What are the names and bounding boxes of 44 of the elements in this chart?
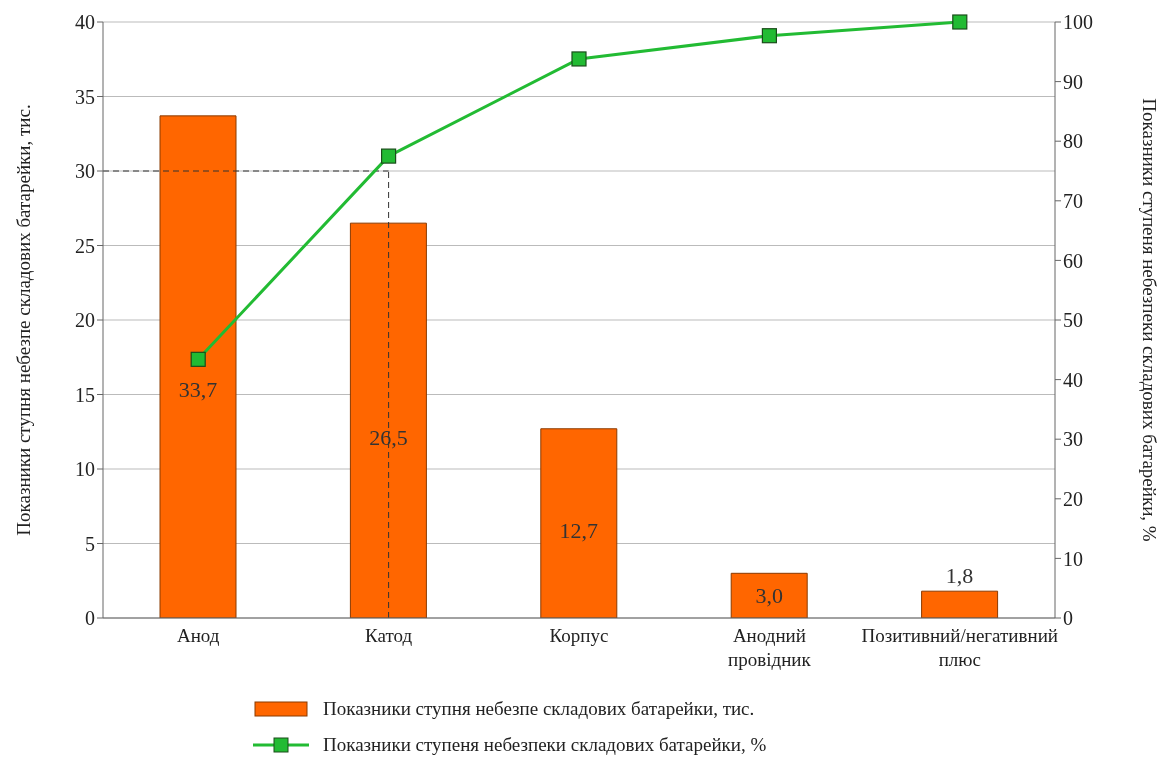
legend-label: Показники ступня небезпе складових батарейки, тис. (323, 698, 755, 720)
bar (349, 222, 427, 618)
y2-axis-title: Показники ступеня небезпеки складових батарейки, % (1139, 98, 1161, 542)
bar (540, 428, 618, 618)
legend-label: Показники ступеня небезпеки складових батарейки, % (323, 734, 767, 756)
x-tick-label: Катод (365, 625, 413, 646)
y2-tick-label: 90 (1063, 70, 1083, 93)
x-tick-label: Анодний провідник (728, 625, 812, 670)
y-axis-title: Показники ступня небезпе складових батарейки, тис. (12, 104, 34, 536)
y-tick-label: 25 (75, 234, 95, 257)
y2-tick-label: 70 (1063, 189, 1083, 212)
data-label: 12,7 (559, 517, 599, 543)
y2-tick-label: 10 (1063, 547, 1083, 570)
y2-tick-label: 80 (1063, 130, 1083, 153)
x-tick-label: Анод (176, 625, 220, 646)
point (571, 51, 587, 67)
data-label: 1,8 (945, 563, 974, 589)
x-tick-label: Позитивний/негативний плюс (861, 625, 1058, 670)
y2-tick-label: 30 (1063, 428, 1083, 451)
y-tick-label: 0 (85, 607, 95, 630)
y2-tick-label: 100 (1063, 11, 1093, 34)
data-label: 26,5 (369, 425, 408, 451)
y-tick-label: 10 (75, 458, 95, 481)
point (761, 28, 777, 44)
y-tick-label: 15 (75, 383, 95, 406)
y2-tick-label: 20 (1063, 487, 1083, 510)
data-label: 3,0 (755, 582, 783, 608)
point (190, 351, 206, 367)
bar (159, 115, 237, 618)
bar (730, 572, 808, 618)
y-tick-label: 35 (75, 85, 95, 108)
point (952, 14, 968, 30)
y-tick-label: 20 (75, 309, 95, 332)
y2-tick-label: 0 (1063, 607, 1073, 630)
data-label: 33,7 (178, 377, 218, 403)
y-tick-label: 40 (75, 11, 95, 34)
bar (921, 590, 999, 618)
point (381, 148, 397, 164)
y2-tick-label: 40 (1063, 368, 1083, 391)
y-tick-label: 30 (75, 160, 95, 183)
y2-tick-label: 60 (1063, 249, 1083, 272)
y2-tick-label: 50 (1063, 309, 1083, 332)
y-tick-label: 5 (85, 532, 95, 555)
x-tick-label: Корпус (549, 625, 609, 646)
